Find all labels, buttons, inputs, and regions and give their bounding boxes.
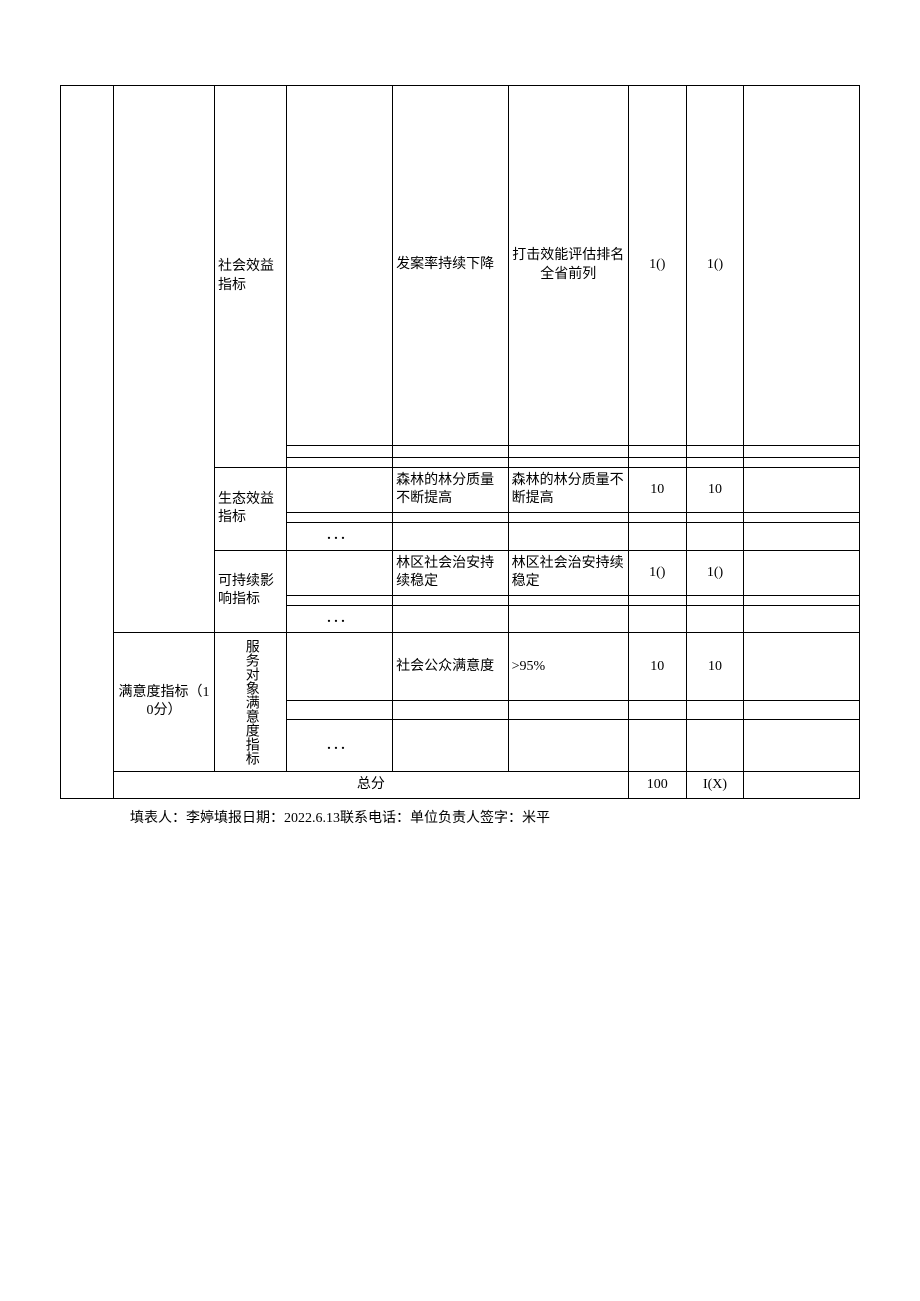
cell-empty [686,701,744,720]
sustainable-label: 可持续影响指标 [215,550,287,633]
cell-empty [508,701,628,720]
forest-quality-actual: 森林的林分质量不断提高 [508,468,628,513]
cell-empty [287,701,393,720]
footer-text: 填表人：李婷填报日期：2022.6.13联系电话：单位负责人签字：米平 [60,807,860,827]
cell-empty [686,595,744,605]
cell-empty [628,523,686,550]
cell-empty [287,513,393,523]
cell-empty [393,720,509,772]
forest-quality-score: 10 [628,468,686,513]
forest-quality-self: 10 [686,468,744,513]
cell-empty [508,595,628,605]
ellipsis-cell: ．．． [287,605,393,632]
case-rate-score: 1() [628,86,686,446]
cell-empty [744,513,860,523]
satisfaction-cat-label: 服务对象满意度指标 [215,633,287,772]
cell-empty [393,701,509,720]
table-row: 满意度指标（10分） 服务对象满意度指标 社会公众满意度 >95% 10 10 [61,633,860,701]
cell-empty [508,720,628,772]
cell-empty [744,701,860,720]
cell-empty [686,720,744,772]
cell-empty [686,523,744,550]
ellipsis-cell: ．．． [287,720,393,772]
cell-empty [744,720,860,772]
public-satisfaction-actual: >95% [508,633,628,701]
cell-empty [628,720,686,772]
cell-empty [287,458,393,468]
case-rate-target: 发案率持续下降 [393,86,509,446]
cell-empty [686,458,744,468]
cell-empty [287,550,393,595]
total-score: 100 [628,772,686,799]
social-benefit-label: 社会效益指标 [215,86,287,468]
cell-empty [744,446,860,458]
cell-empty [744,523,860,550]
total-self: I(X) [686,772,744,799]
cell-empty [508,458,628,468]
cell-empty [508,605,628,632]
cell-empty [508,446,628,458]
public-satisfaction-self: 10 [686,633,744,701]
cell-empty [628,458,686,468]
cell-empty [686,605,744,632]
cell-empty [287,633,393,701]
forest-security-self: 1() [686,550,744,595]
case-rate-actual: 打击效能评估排名全省前列 [508,86,628,446]
total-label: 总分 [113,772,628,799]
table-row: 社会效益指标 发案率持续下降 打击效能评估排名全省前列 1() 1() [61,86,860,446]
group-col-2 [113,86,214,633]
public-satisfaction-remark [744,633,860,701]
cell-empty [744,595,860,605]
cell-empty [287,468,393,513]
cell-empty [686,513,744,523]
cell-empty [393,605,509,632]
public-satisfaction-score: 10 [628,633,686,701]
total-remark [744,772,860,799]
ellipsis-cell: ．．． [287,523,393,550]
cell-empty [628,446,686,458]
forest-security-actual: 林区社会治安持续稳定 [508,550,628,595]
cell-empty [393,523,509,550]
cell-empty [508,513,628,523]
cell-empty [628,595,686,605]
case-rate-self: 1() [686,86,744,446]
cell-empty [287,446,393,458]
cell-empty [393,513,509,523]
cell-empty [744,605,860,632]
public-satisfaction-target: 社会公众满意度 [393,633,509,701]
cell-empty [287,86,393,446]
forest-security-target: 林区社会治安持续稳定 [393,550,509,595]
cell-empty [393,446,509,458]
forest-security-remark [744,550,860,595]
cell-empty [628,701,686,720]
cell-empty [744,458,860,468]
total-row: 总分 100 I(X) [61,772,860,799]
cell-empty [287,595,393,605]
group-col-1 [61,86,114,799]
eco-benefit-label: 生态效益指标 [215,468,287,551]
forest-quality-target: 森林的林分质量不断提高 [393,468,509,513]
cell-empty [628,605,686,632]
cell-empty [508,523,628,550]
cell-empty [628,513,686,523]
cell-empty [393,458,509,468]
evaluation-table: 社会效益指标 发案率持续下降 打击效能评估排名全省前列 1() 1() 生态效益… [60,85,860,799]
cell-empty [686,446,744,458]
cell-empty [393,595,509,605]
case-rate-remark [744,86,860,446]
forest-security-score: 1() [628,550,686,595]
forest-quality-remark [744,468,860,513]
satisfaction-group-label: 满意度指标（10分） [113,633,214,772]
